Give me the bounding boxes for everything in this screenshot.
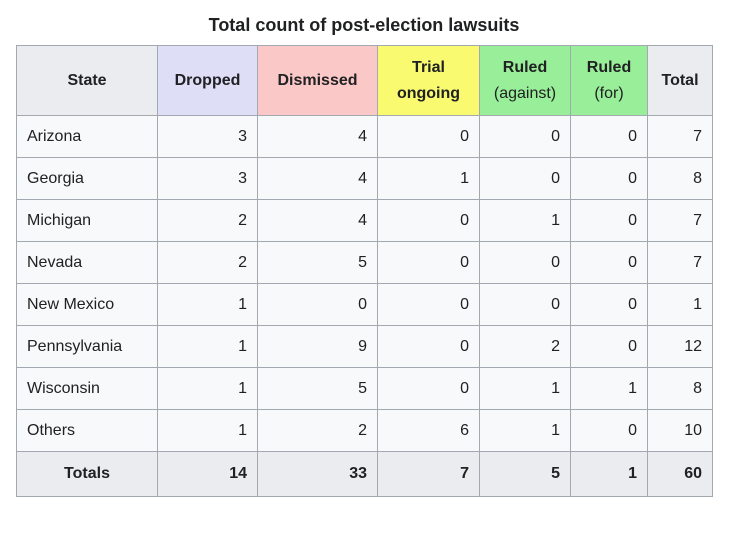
value-cell: 0	[377, 325, 480, 368]
state-cell: Michigan	[16, 199, 158, 242]
col-header-ruled-for: Ruled (for)	[570, 45, 648, 116]
value-cell: 0	[257, 283, 378, 326]
value-cell: 7	[647, 199, 713, 242]
state-cell: Georgia	[16, 157, 158, 200]
row-georgia: Georgia 3 4 1 0 0 8	[16, 157, 713, 200]
value-cell: 0	[479, 115, 571, 158]
totals-label-cell: Totals	[16, 451, 158, 497]
value-cell: 2	[157, 199, 258, 242]
row-new-mexico: New Mexico 1 0 0 0 0 1	[16, 283, 713, 326]
value-cell: 0	[377, 367, 480, 410]
state-cell: Others	[16, 409, 158, 452]
value-cell: 0	[570, 409, 648, 452]
col-header-label: Ruled	[502, 58, 548, 76]
value-cell: 5	[257, 367, 378, 410]
totals-value-cell: 60	[647, 451, 713, 497]
totals-value-cell: 5	[479, 451, 571, 497]
row-wisconsin: Wisconsin 1 5 0 1 1 8	[16, 367, 713, 410]
lawsuits-table: State Dropped Dismissed Trial ongoing Ru…	[16, 45, 713, 497]
col-header-state: State	[16, 45, 158, 116]
value-cell: 1	[157, 409, 258, 452]
value-cell: 5	[257, 241, 378, 284]
totals-value-cell: 1	[570, 451, 648, 497]
value-cell: 1	[157, 325, 258, 368]
value-cell: 0	[377, 115, 480, 158]
value-cell: 0	[570, 115, 648, 158]
value-cell: 8	[647, 157, 713, 200]
value-cell: 3	[157, 115, 258, 158]
value-cell: 2	[479, 325, 571, 368]
value-cell: 0	[570, 199, 648, 242]
value-cell: 4	[257, 157, 378, 200]
state-cell: Nevada	[16, 241, 158, 284]
value-cell: 1	[479, 367, 571, 410]
col-header-trial-ongoing: Trial ongoing	[377, 45, 480, 116]
value-cell: 7	[647, 115, 713, 158]
col-header-sublabel: (for)	[594, 84, 624, 102]
state-cell: Wisconsin	[16, 367, 158, 410]
table-title: Total count of post-election lawsuits	[208, 15, 520, 35]
row-pennsylvania: Pennsylvania 1 9 0 2 0 12	[16, 325, 713, 368]
value-cell: 4	[257, 115, 378, 158]
value-cell: 1	[479, 199, 571, 242]
value-cell: 0	[570, 283, 648, 326]
value-cell: 1	[377, 157, 480, 200]
value-cell: 0	[377, 283, 480, 326]
value-cell: 1	[570, 367, 648, 410]
value-cell: 0	[479, 241, 571, 284]
value-cell: 6	[377, 409, 480, 452]
value-cell: 0	[570, 157, 648, 200]
col-header-label: Dropped	[174, 71, 241, 89]
row-others: Others 1 2 6 1 0 10	[16, 409, 713, 452]
value-cell: 2	[157, 241, 258, 284]
value-cell: 1	[647, 283, 713, 326]
header-row: State Dropped Dismissed Trial ongoing Ru…	[16, 45, 713, 116]
col-header-dropped: Dropped	[157, 45, 258, 116]
value-cell: 9	[257, 325, 378, 368]
totals-value-cell: 7	[377, 451, 480, 497]
col-header-label: Trial	[412, 58, 445, 76]
col-header-ruled-against: Ruled (against)	[479, 45, 571, 116]
col-header-sublabel: ongoing	[396, 84, 461, 102]
row-nevada: Nevada 2 5 0 0 0 7	[16, 241, 713, 284]
col-header-label: Total	[661, 71, 699, 89]
value-cell: 0	[377, 241, 480, 284]
page: Total count of post-election lawsuits St…	[0, 15, 740, 497]
col-header-label: Ruled	[586, 58, 632, 76]
value-cell: 0	[570, 241, 648, 284]
value-cell: 1	[157, 367, 258, 410]
value-cell: 10	[647, 409, 713, 452]
value-cell: 1	[479, 409, 571, 452]
value-cell: 0	[479, 283, 571, 326]
state-cell: Arizona	[16, 115, 158, 158]
row-michigan: Michigan 2 4 0 1 0 7	[16, 199, 713, 242]
value-cell: 0	[377, 199, 480, 242]
state-cell: New Mexico	[16, 283, 158, 326]
totals-value-cell: 33	[257, 451, 378, 497]
totals-value-cell: 14	[157, 451, 258, 497]
col-header-dismissed: Dismissed	[257, 45, 378, 116]
state-cell: Pennsylvania	[16, 325, 158, 368]
value-cell: 1	[157, 283, 258, 326]
value-cell: 8	[647, 367, 713, 410]
value-cell: 4	[257, 199, 378, 242]
value-cell: 2	[257, 409, 378, 452]
totals-row: Totals 14 33 7 5 1 60	[16, 451, 713, 497]
col-header-label: Dismissed	[277, 71, 358, 89]
value-cell: 0	[570, 325, 648, 368]
value-cell: 7	[647, 241, 713, 284]
value-cell: 12	[647, 325, 713, 368]
col-header-label: State	[67, 71, 107, 89]
col-header-total: Total	[647, 45, 713, 116]
value-cell: 0	[479, 157, 571, 200]
col-header-sublabel: (against)	[493, 84, 557, 102]
value-cell: 3	[157, 157, 258, 200]
row-arizona: Arizona 3 4 0 0 0 7	[16, 115, 713, 158]
